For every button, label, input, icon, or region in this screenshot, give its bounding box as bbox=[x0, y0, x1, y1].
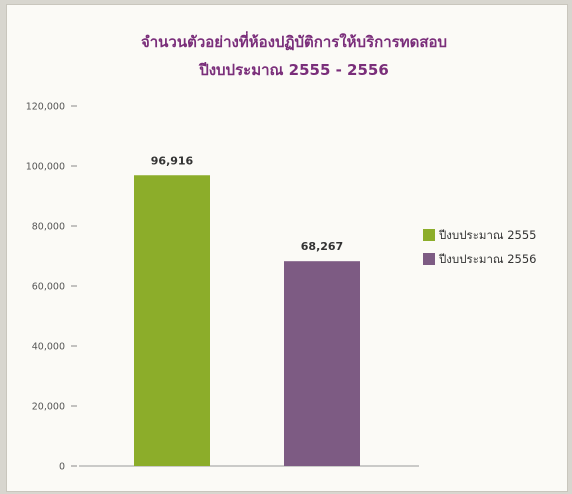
legend-label: ปีงบประมาณ 2555 bbox=[438, 228, 536, 242]
bars: 96,916 68,267 bbox=[134, 154, 360, 466]
bar-value-label: 96,916 bbox=[151, 154, 194, 167]
bar-chart: จำนวนตัวอย่างที่ห้องปฏิบัติการให้บริการท… bbox=[26, 31, 537, 473]
chart-panel: จำนวนตัวอย่างที่ห้องปฏิบัติการให้บริการท… bbox=[6, 4, 568, 492]
legend-label: ปีงบประมาณ 2556 bbox=[438, 252, 536, 266]
bar bbox=[284, 261, 360, 466]
y-tick-label: 20,000 bbox=[32, 402, 65, 413]
y-axis: 0 20,000 40,000 60,000 80,000 100,000 120,000 bbox=[26, 102, 77, 473]
chart-title: จำนวนตัวอย่างที่ห้องปฏิบัติการให้บริการท… bbox=[141, 31, 447, 51]
bar bbox=[134, 175, 210, 466]
legend-swatch bbox=[423, 253, 435, 265]
y-tick-label: 120,000 bbox=[26, 102, 65, 113]
legend: ปีงบประมาณ 2555 ปีงบประมาณ 2556 bbox=[423, 228, 537, 266]
legend-swatch bbox=[423, 229, 435, 241]
chart-subtitle: ปีงบประมาณ 2555 - 2556 bbox=[198, 61, 389, 79]
y-tick-label: 60,000 bbox=[32, 282, 65, 293]
y-tick-label: 100,000 bbox=[26, 162, 65, 173]
y-tick-label: 40,000 bbox=[32, 342, 65, 353]
y-tick-label: 0 bbox=[59, 462, 65, 473]
bar-value-label: 68,267 bbox=[301, 240, 343, 253]
y-tick-label: 80,000 bbox=[32, 222, 65, 233]
